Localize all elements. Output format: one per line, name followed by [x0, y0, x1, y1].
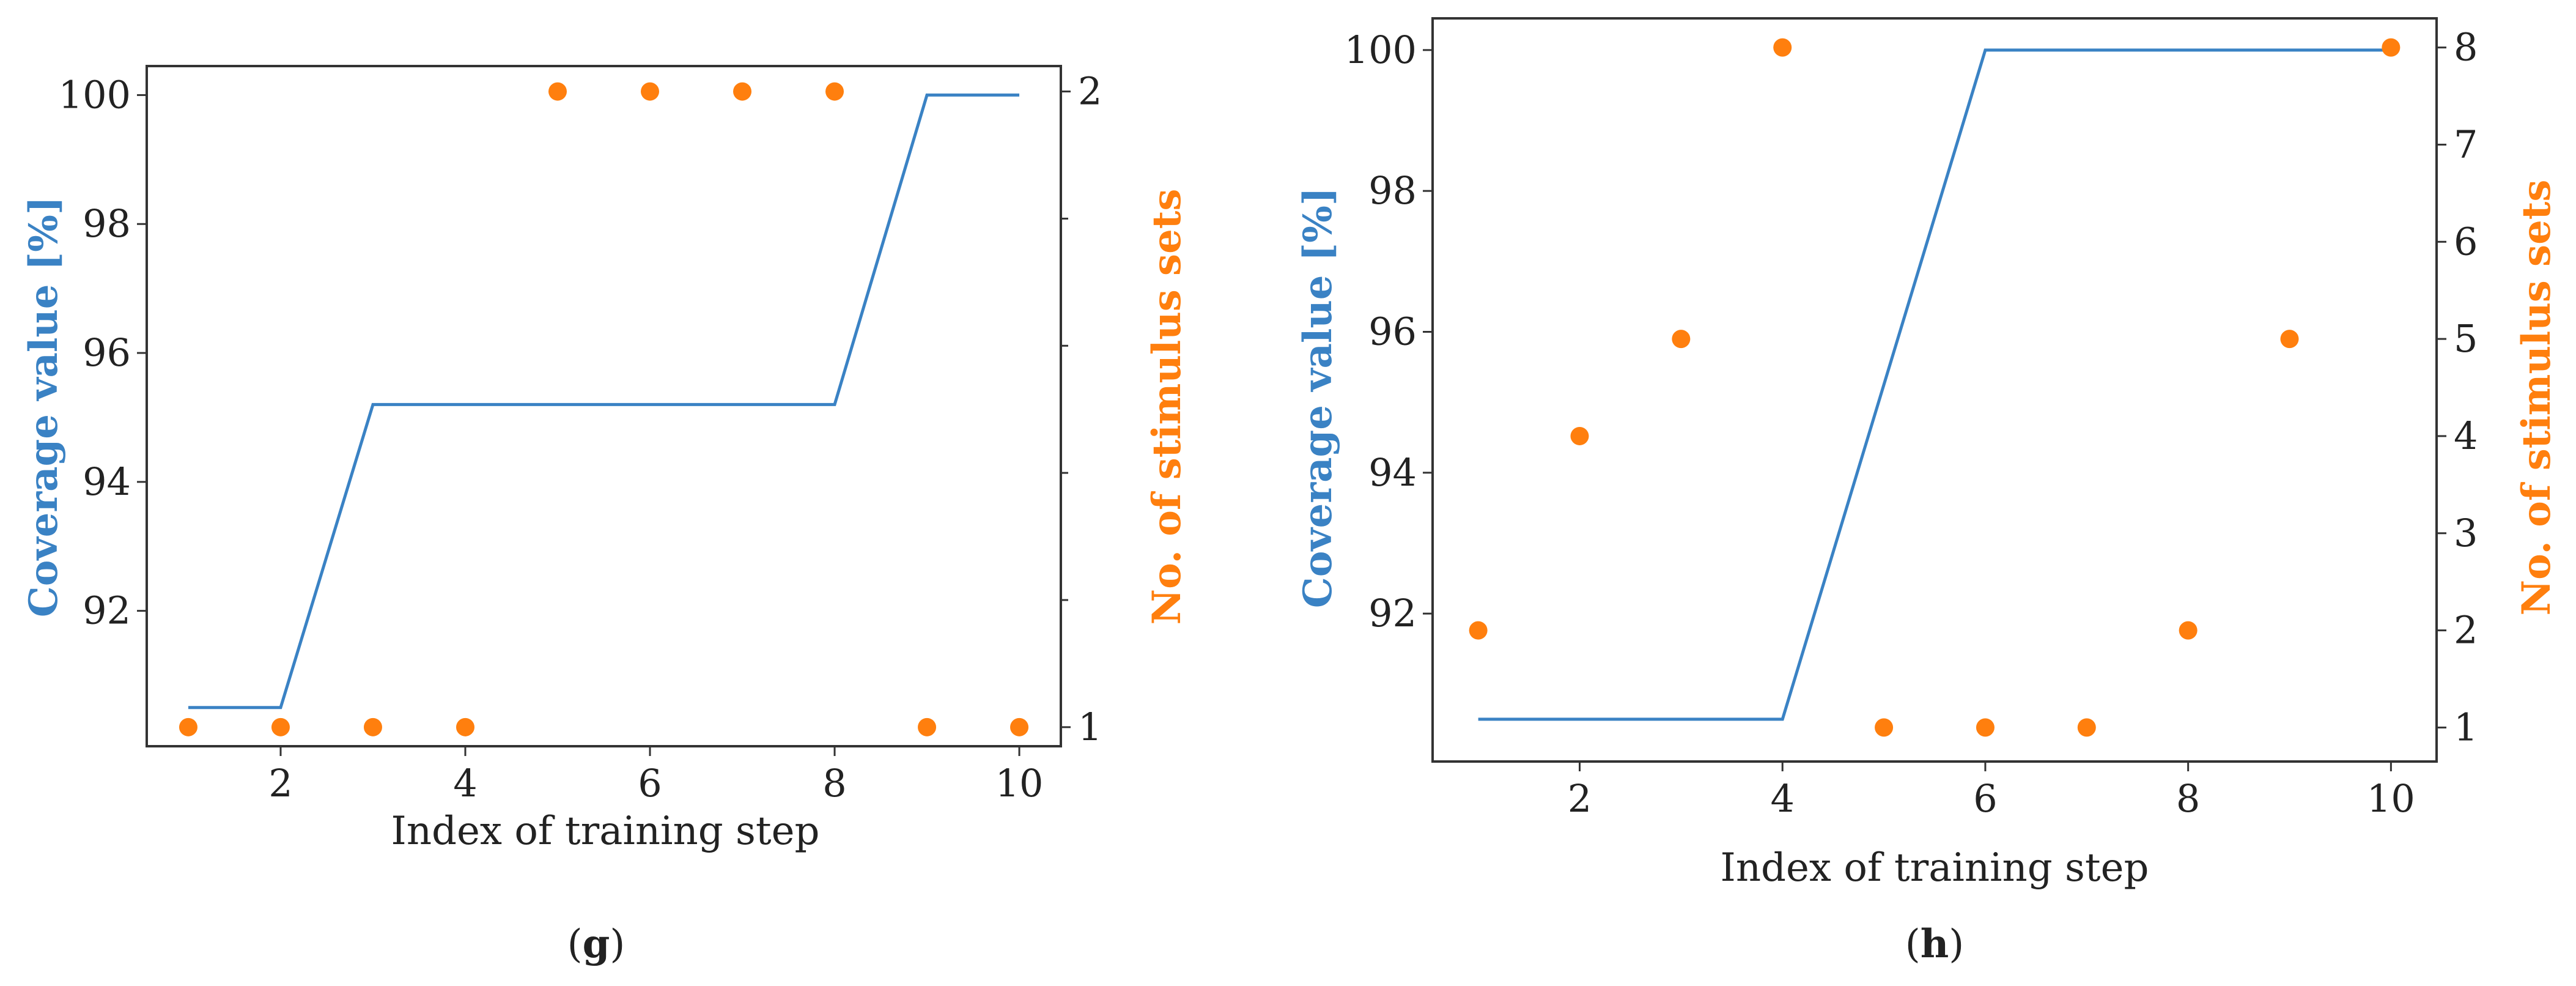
x-tick-label: 4 [1770, 776, 1794, 821]
y-left-tick-label: 92 [83, 588, 131, 633]
stimulus-sets-point [2077, 718, 2096, 737]
y-right-tick-label: 2 [2454, 608, 2478, 653]
coverage-line [1478, 48, 2391, 721]
y-left-tick-label: 98 [1368, 168, 1417, 213]
stimulus-sets-point [2382, 38, 2401, 57]
stimulus-sets-point [1010, 717, 1029, 736]
y-right-axis-title: No. of stimulus sets [2514, 180, 2559, 616]
panel-caption-letter: g [583, 921, 610, 967]
panel-caption-letter: h [1921, 921, 1949, 967]
x-tick-label: 6 [1973, 776, 1997, 821]
y-left-tick-label: 96 [1368, 309, 1417, 354]
stimulus-sets-point [271, 717, 290, 736]
stimulus-sets-point [1570, 426, 1589, 445]
y-right-axis-title: No. of stimulus sets [1144, 189, 1190, 625]
stimulus-sets-point [2280, 330, 2299, 349]
panel-caption: (h) [1905, 921, 1964, 967]
y-left-tick-label: 96 [83, 330, 131, 375]
y-left-tick-label: 94 [83, 459, 131, 504]
y-left-tick-label: 100 [59, 72, 131, 117]
stimulus-sets-point [548, 82, 567, 101]
y-right-tick-label: 6 [2454, 219, 2478, 264]
y-right-tick-label: 5 [2454, 316, 2478, 361]
y-left-axis-title: Coverage value [%] [1295, 187, 1341, 608]
y-left-axis-title: Coverage value [%] [21, 196, 67, 617]
x-axis-title: Index of training step [391, 809, 820, 854]
coverage-line [188, 93, 1020, 710]
x-tick-label: 2 [1568, 776, 1592, 821]
stimulus-sets-point [825, 82, 844, 101]
x-axis-title: Index of training step [1721, 845, 2149, 891]
y-right-tick-label: 1 [2454, 705, 2478, 749]
y-right-tick-label: 3 [2454, 511, 2478, 555]
stimulus-sets-point [456, 717, 474, 736]
stimulus-sets-point [1469, 621, 1488, 640]
chart-panel-h: 2 4 6 8 10 92 94 96 98 100 1 2 3 4 5 6 7 8 Index of traini… [1295, 17, 2559, 967]
x-tick-label: 2 [268, 761, 292, 806]
stimulus-sets-point [641, 82, 660, 101]
stimulus-sets-point [1773, 38, 1792, 57]
y-left-tick-label: 100 [1345, 28, 1417, 72]
x-tick-label: 8 [2176, 776, 2200, 821]
stimulus-sets-point [1976, 718, 1995, 737]
chart-panel-g: 2 4 6 8 10 92 94 96 98 100 1 2 Index of training ste… [21, 65, 1190, 967]
y-right-tick-label: 7 [2454, 122, 2478, 166]
y-left-tick-label: 92 [1368, 591, 1417, 636]
x-tick-label: 8 [822, 761, 846, 806]
x-tick-label: 10 [2367, 776, 2415, 821]
x-tick-label: 10 [995, 761, 1044, 806]
stimulus-sets-point [733, 82, 752, 101]
y-right-tick-label: 2 [1078, 69, 1102, 114]
x-tick-label: 4 [453, 761, 477, 806]
stimulus-sets-point [918, 717, 937, 736]
y-right-tick-label: 8 [2454, 25, 2478, 70]
plot-frame [1431, 17, 2438, 763]
stimulus-sets-point [1672, 330, 1691, 349]
stimulus-sets-point [1875, 718, 1894, 737]
y-left-tick-label: 98 [83, 201, 131, 246]
stimulus-sets-point [363, 717, 382, 736]
plot-frame [146, 65, 1062, 747]
y-right-tick-label: 1 [1078, 705, 1102, 749]
stimulus-sets-point [179, 717, 197, 736]
y-right-tick-label: 4 [2454, 413, 2478, 458]
x-tick-label: 6 [638, 761, 662, 806]
panel-caption: (g) [567, 921, 626, 967]
stimulus-sets-point [2179, 621, 2198, 640]
y-left-tick-label: 94 [1368, 450, 1417, 495]
